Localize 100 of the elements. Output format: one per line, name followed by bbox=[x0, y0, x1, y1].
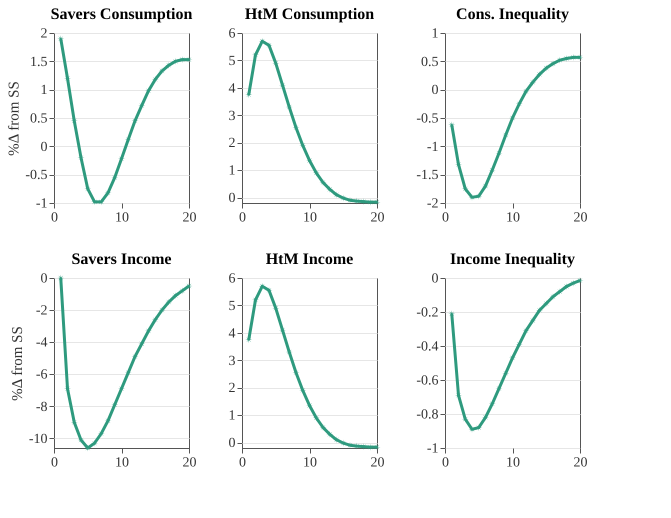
y-tick-label: 1 bbox=[432, 26, 438, 42]
point bbox=[326, 186, 334, 193]
x-tick-label: 20 bbox=[182, 456, 196, 470]
y-tick-label: 0 bbox=[432, 272, 438, 286]
y-tick-label: 0 bbox=[40, 272, 48, 286]
point bbox=[152, 316, 159, 324]
point bbox=[475, 192, 482, 200]
y-tick-label: -0.4 bbox=[416, 340, 438, 354]
point bbox=[556, 288, 564, 296]
point bbox=[529, 78, 536, 86]
x-tick-label: 20 bbox=[370, 456, 384, 470]
point bbox=[104, 189, 112, 196]
y-tick-label: 1 bbox=[228, 164, 236, 179]
point bbox=[570, 280, 577, 287]
y-tick-label: -0.5 bbox=[416, 112, 438, 126]
point bbox=[353, 442, 360, 450]
point bbox=[98, 430, 105, 438]
point bbox=[312, 414, 320, 422]
y-tick-label: -1.5 bbox=[416, 168, 438, 184]
x-tick-label: 0 bbox=[239, 210, 246, 226]
y-tick-label: -0.8 bbox=[416, 408, 438, 422]
x-tick-label: 10 bbox=[303, 456, 317, 470]
x-tick-label: 0 bbox=[239, 456, 246, 470]
x-tick-label: 20 bbox=[574, 210, 588, 226]
point bbox=[475, 424, 482, 432]
y-axis-title: %Δ from SS bbox=[6, 81, 22, 156]
point bbox=[536, 306, 544, 314]
point bbox=[312, 169, 320, 176]
y-tick-label: -2 bbox=[426, 196, 438, 212]
point bbox=[245, 336, 252, 344]
y-tick-label: 0 bbox=[432, 83, 438, 98]
point bbox=[111, 401, 118, 408]
chart-title: HtM Income bbox=[266, 251, 354, 268]
y-tick-label: 3 bbox=[228, 354, 236, 369]
point bbox=[340, 440, 347, 447]
x-tick-label: 10 bbox=[115, 210, 129, 226]
y-tick-label: 6 bbox=[228, 272, 236, 286]
point bbox=[549, 293, 557, 300]
y-tick-label: 0.5 bbox=[421, 54, 438, 70]
y-tick-label: -0.5 bbox=[25, 168, 48, 184]
x-tick-label: 10 bbox=[506, 210, 520, 226]
x-tick-label: 20 bbox=[370, 210, 384, 226]
y-axis-title: %Δ from SS bbox=[10, 326, 26, 401]
x-tick-label: 0 bbox=[51, 456, 58, 470]
point bbox=[529, 316, 536, 324]
x-tick-label: 20 bbox=[574, 456, 588, 470]
point bbox=[172, 292, 180, 300]
y-tick-label: -0.6 bbox=[416, 374, 438, 388]
y-tick-label: 1 bbox=[228, 408, 236, 424]
point bbox=[178, 56, 186, 64]
point bbox=[265, 286, 273, 294]
x-tick-label: 0 bbox=[442, 210, 449, 226]
y-tick-label: 1 bbox=[40, 83, 48, 98]
point bbox=[516, 100, 523, 108]
x-tick-label: 10 bbox=[303, 210, 317, 226]
point bbox=[340, 194, 347, 202]
point bbox=[522, 327, 530, 334]
y-tick-label: 1.5 bbox=[30, 54, 48, 70]
x-tick-label: 20 bbox=[182, 210, 196, 226]
point bbox=[366, 444, 374, 451]
point bbox=[495, 150, 503, 157]
point bbox=[366, 198, 374, 206]
point bbox=[570, 54, 577, 61]
point bbox=[332, 436, 340, 444]
chart-title: HtM Consumption bbox=[244, 6, 374, 23]
y-tick-label: 2 bbox=[228, 381, 236, 396]
x-tick-label: 0 bbox=[51, 210, 58, 226]
point bbox=[462, 416, 469, 423]
point bbox=[165, 62, 172, 69]
point bbox=[326, 430, 334, 438]
point bbox=[245, 91, 252, 98]
y-tick-label: -0.2 bbox=[416, 306, 438, 320]
y-tick-label: 0 bbox=[228, 436, 236, 452]
point bbox=[258, 282, 266, 290]
point bbox=[144, 87, 152, 94]
point bbox=[138, 340, 146, 348]
y-tick-label: 0 bbox=[40, 140, 48, 155]
y-tick-label: -1 bbox=[426, 140, 438, 155]
point bbox=[542, 300, 550, 308]
point bbox=[353, 198, 360, 205]
point bbox=[84, 444, 92, 452]
point bbox=[332, 191, 340, 198]
point bbox=[448, 310, 456, 318]
point bbox=[454, 392, 462, 399]
point bbox=[516, 340, 523, 348]
y-tick-label: -4 bbox=[36, 336, 48, 351]
point bbox=[542, 64, 550, 72]
point bbox=[152, 76, 159, 84]
point bbox=[165, 298, 172, 306]
point bbox=[502, 370, 510, 377]
point bbox=[258, 38, 266, 45]
y-tick-label: 0 bbox=[228, 191, 236, 206]
y-tick-label: 5 bbox=[228, 298, 236, 314]
y-tick-label: -8 bbox=[36, 400, 48, 415]
point bbox=[488, 400, 496, 408]
y-tick-label: 5 bbox=[228, 54, 236, 69]
point bbox=[90, 440, 98, 447]
y-tick-label: -6 bbox=[36, 368, 48, 383]
point bbox=[185, 282, 193, 290]
y-tick-label: -1 bbox=[426, 442, 438, 456]
